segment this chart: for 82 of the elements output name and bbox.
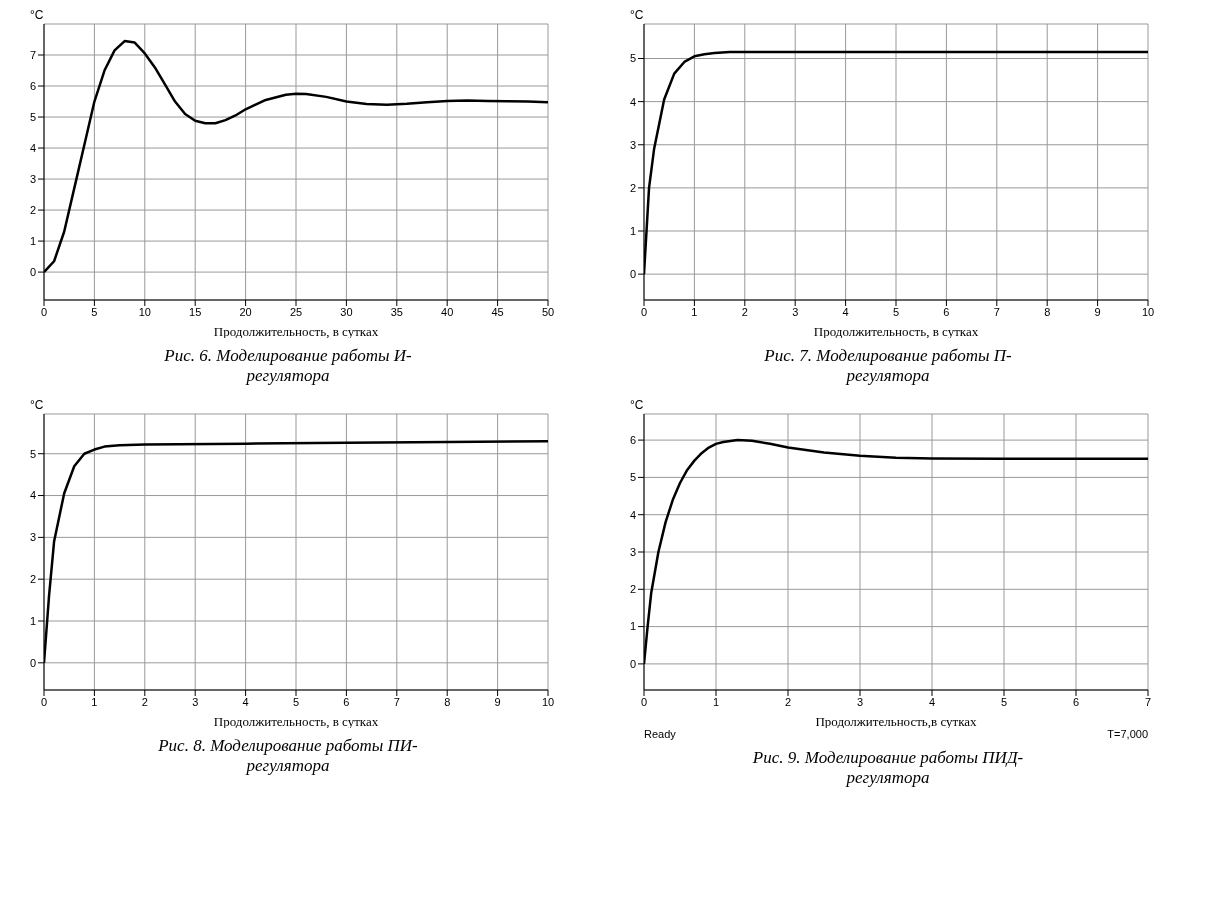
x-tick-label: 4	[842, 305, 849, 318]
x-tick-label: 6	[1072, 695, 1080, 708]
x-axis-title: Продолжительность, в сутках	[213, 324, 379, 339]
y-axis-title: °C	[630, 8, 644, 22]
x-tick-label: 3	[792, 305, 799, 318]
x-tick-label: 3	[192, 695, 199, 708]
x-tick-label: 1	[712, 695, 720, 708]
y-axis-title: °C	[30, 8, 44, 22]
x-axis-title: Продолжительность,в сутках	[815, 714, 978, 729]
x-tick-label: 8	[444, 695, 451, 708]
y-tick-label: 3	[629, 138, 636, 151]
x-tick-label: 9	[1094, 305, 1101, 318]
x-tick-label: 0	[40, 695, 48, 708]
y-tick-label: 2	[629, 583, 636, 596]
y-tick-label: 1	[29, 614, 36, 627]
y-tick-label: 0	[29, 656, 36, 669]
x-tick-label: 1	[691, 305, 698, 318]
y-tick-label: 0	[629, 268, 636, 281]
y-tick-label: 4	[29, 489, 36, 502]
y-tick-label: 6	[629, 434, 636, 447]
x-tick-label: 10	[138, 305, 151, 318]
x-tick-label: 30	[340, 305, 353, 318]
x-tick-label: 35	[390, 305, 403, 318]
x-tick-label: 4	[928, 695, 936, 708]
x-tick-label: 40	[441, 305, 454, 318]
x-tick-label: 0	[40, 305, 48, 318]
x-tick-label: 5	[892, 305, 900, 318]
text: Ready	[644, 728, 676, 740]
y-tick-label: 2	[629, 181, 636, 194]
x-tick-label: 10	[1141, 305, 1155, 318]
x-tick-label: 5	[1000, 695, 1008, 708]
y-tick-label: 7	[29, 48, 36, 61]
y-tick-label: 5	[629, 52, 636, 65]
x-tick-label: 6	[343, 695, 350, 708]
text: Рис. 9. Моделирование работы ПИД-регулятора	[751, 748, 1025, 788]
y-tick-label: 6	[29, 79, 36, 92]
x-tick-label: 3	[856, 695, 864, 708]
y-tick-label: 3	[629, 545, 636, 558]
y-axis-title: °C	[630, 398, 644, 412]
x-tick-label: 50	[541, 305, 555, 318]
x-axis-title: Продолжительность, в сутках	[813, 324, 979, 339]
y-tick-label: 1	[629, 620, 636, 633]
x-tick-label: 10	[541, 695, 555, 708]
x-tick-label: 5	[292, 695, 300, 708]
x-tick-label: 2	[141, 695, 148, 708]
y-tick-label: 1	[29, 234, 36, 247]
y-tick-label: 2	[29, 203, 36, 216]
y-tick-label: 5	[629, 471, 636, 484]
x-tick-label: 5	[91, 305, 98, 318]
x-tick-label: 6	[943, 305, 950, 318]
x-tick-label: 15	[189, 305, 202, 318]
y-tick-label: 4	[629, 95, 636, 108]
y-tick-label: 5	[29, 447, 36, 460]
text: Рис. 8. Моделирование работы ПИ-регулятора	[157, 736, 419, 776]
x-tick-label: 7	[1144, 695, 1152, 708]
y-tick-label: 4	[29, 141, 36, 154]
y-tick-label: 1	[629, 224, 636, 237]
x-tick-label: 9	[494, 695, 501, 708]
y-tick-label: 3	[29, 172, 36, 185]
text: Рис. 7. Моделирование работы П-регулятора	[763, 346, 1013, 386]
x-tick-label: 7	[993, 305, 1000, 318]
text: Рис. 6. Моделирование работы И-регулятора	[163, 346, 413, 386]
x-tick-label: 2	[741, 305, 748, 318]
x-tick-label: 2	[784, 695, 792, 708]
y-tick-label: 2	[29, 573, 36, 586]
y-tick-label: 0	[29, 265, 36, 278]
y-tick-label: 5	[29, 110, 36, 123]
x-axis-title: Продолжительность, в сутках	[213, 714, 379, 729]
x-tick-label: 7	[393, 695, 400, 708]
y-axis-title: °C	[30, 398, 44, 412]
x-tick-label: 4	[242, 695, 249, 708]
y-tick-label: 4	[629, 508, 636, 521]
x-tick-label: 0	[640, 695, 648, 708]
y-tick-label: 0	[629, 657, 636, 670]
x-tick-label: 1	[91, 695, 98, 708]
x-tick-label: 0	[640, 305, 648, 318]
x-tick-label: 25	[289, 305, 303, 318]
x-tick-label: 8	[1044, 305, 1051, 318]
x-tick-label: 20	[239, 305, 252, 318]
y-tick-label: 3	[29, 531, 36, 544]
text: T=7,000	[1107, 728, 1148, 740]
x-tick-label: 45	[491, 305, 504, 318]
